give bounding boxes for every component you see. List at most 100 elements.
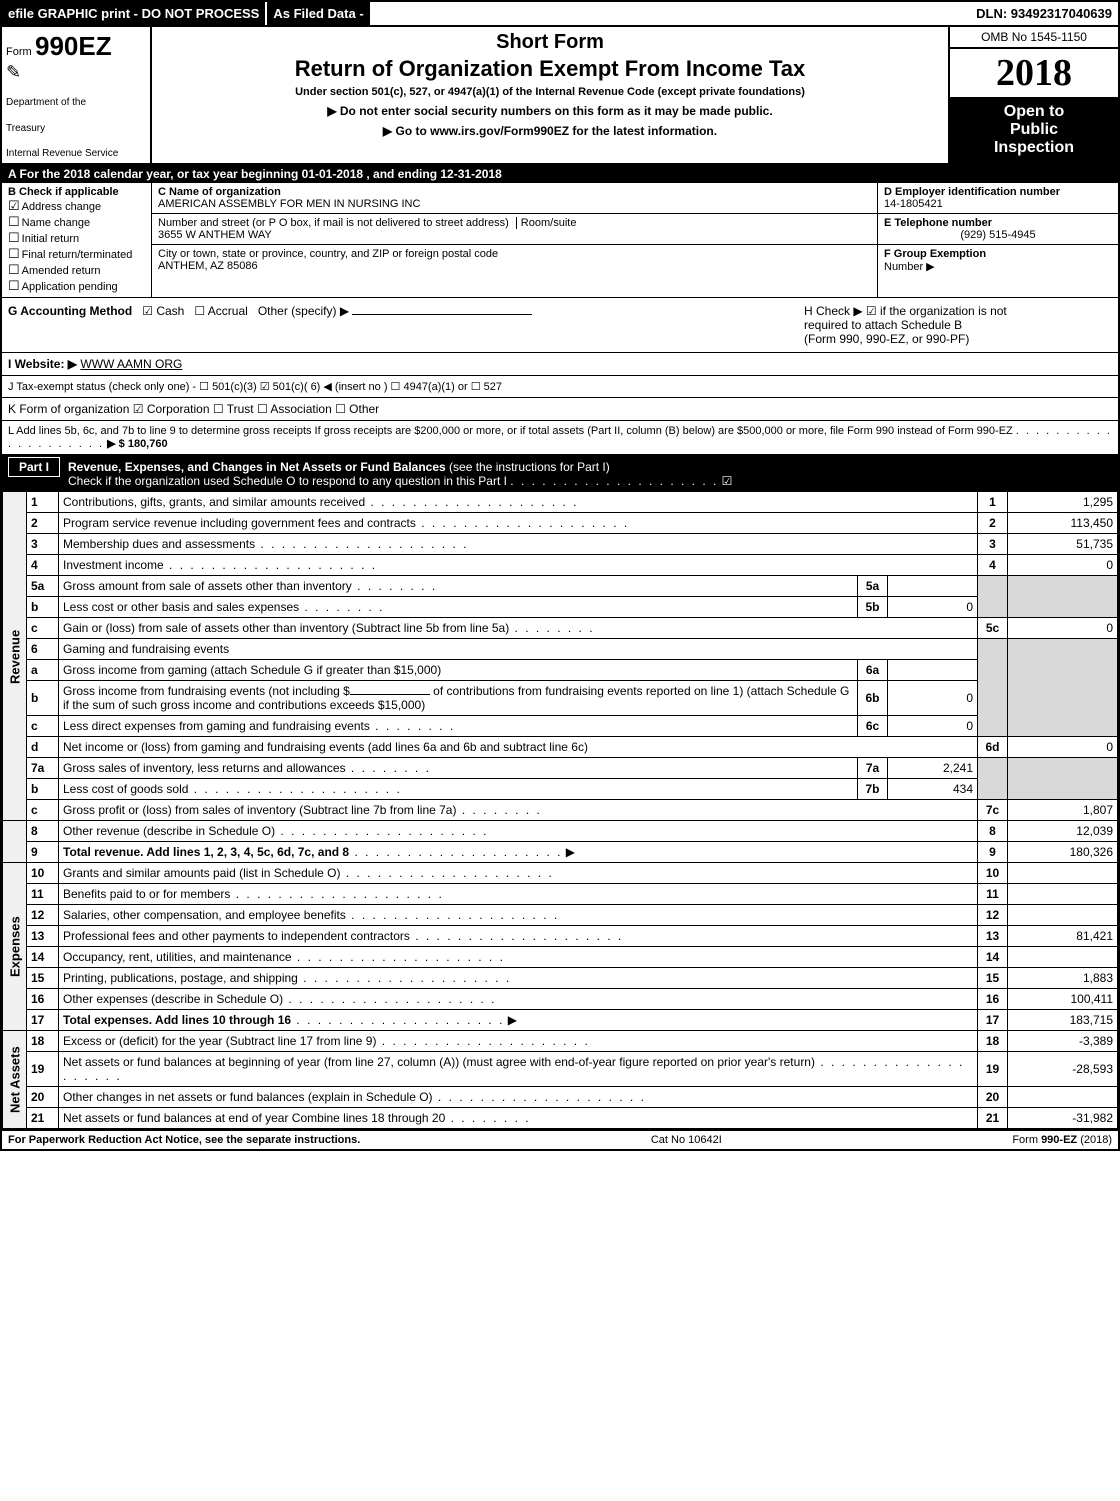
website-url[interactable]: WWW AAMN ORG	[80, 357, 182, 371]
line-num: 5a	[27, 576, 59, 597]
g-cash: ☑ Cash	[142, 304, 184, 318]
box-num: 21	[978, 1108, 1008, 1129]
checkbox-icon[interactable]: ☐	[8, 278, 20, 293]
box-val: 1,807	[1008, 800, 1118, 821]
g-accrual: ☐ Accrual	[194, 304, 247, 318]
form-center: Short Form Return of Organization Exempt…	[152, 27, 948, 163]
b-final: Final return/terminated	[22, 249, 133, 261]
header-row: Form 990EZ ✎ Department of the Treasury …	[2, 27, 1118, 165]
shaded-cell	[978, 576, 1008, 618]
box-val	[1008, 947, 1118, 968]
c-addr-label: Number and street (or P O box, if mail i…	[158, 217, 509, 229]
line-desc: Grants and similar amounts paid (list in…	[63, 866, 340, 880]
open-line3: Inspection	[950, 139, 1118, 157]
box-num: 6d	[978, 737, 1008, 758]
line-num: 20	[27, 1087, 59, 1108]
col-b: B Check if applicable ☑Address change ☐N…	[2, 183, 152, 297]
shaded-cell	[978, 758, 1008, 800]
checkbox-icon[interactable]: ☐	[8, 262, 20, 277]
line-num: 3	[27, 534, 59, 555]
line-num: 12	[27, 905, 59, 926]
line-desc: Gain or (loss) from sale of assets other…	[63, 621, 509, 635]
line-desc: Printing, publications, postage, and shi…	[63, 971, 298, 985]
footer-right: Form 990-EZ (2018)	[1012, 1134, 1112, 1146]
shaded-cell	[978, 639, 1008, 737]
mini-num: 6a	[858, 660, 888, 681]
side-expenses: Expenses	[3, 863, 27, 1031]
mini-val	[888, 660, 978, 681]
dln-label: DLN: 93492317040639	[970, 2, 1118, 25]
box-val	[1008, 884, 1118, 905]
h-line2: required to attach Schedule B	[804, 318, 1112, 332]
checkbox-icon[interactable]: ☐	[8, 246, 20, 261]
mini-num: 6c	[858, 716, 888, 737]
top-bar: efile GRAPHIC print - DO NOT PROCESS As …	[2, 2, 1118, 27]
org-street: 3655 W ANTHEM WAY	[158, 229, 871, 241]
line-num: 16	[27, 989, 59, 1010]
line-desc: Gross amount from sale of assets other t…	[63, 579, 352, 593]
mini-val	[888, 576, 978, 597]
row-j: J Tax-exempt status (check only one) - ☐…	[2, 375, 1118, 397]
line-num: 2	[27, 513, 59, 534]
org-name: AMERICAN ASSEMBLY FOR MEN IN NURSING INC	[158, 198, 871, 210]
line-num: 10	[27, 863, 59, 884]
tax-year: 2018	[950, 49, 1118, 99]
checkbox-icon[interactable]: ☐	[8, 230, 20, 245]
g-cell: G Accounting Method ☑ Cash ☐ Accrual Oth…	[2, 298, 798, 352]
mini-val: 0	[888, 716, 978, 737]
h-line3: (Form 990, 990-EZ, or 990-PF)	[804, 332, 1112, 346]
info-block: B Check if applicable ☑Address change ☐N…	[2, 183, 1118, 297]
dept-line3: Internal Revenue Service	[6, 148, 146, 159]
box-val: -3,389	[1008, 1031, 1118, 1052]
box-val: 113,450	[1008, 513, 1118, 534]
checkbox-icon[interactable]: ☐	[8, 214, 20, 229]
line-num: b	[27, 681, 59, 716]
box-num: 14	[978, 947, 1008, 968]
box-num: 4	[978, 555, 1008, 576]
part1-label: Part I	[8, 457, 60, 477]
line-desc: Other revenue (describe in Schedule O)	[63, 824, 275, 838]
c-city-label: City or town, state or province, country…	[158, 248, 871, 260]
line-desc: Membership dues and assessments	[63, 537, 255, 551]
footer: For Paperwork Reduction Act Notice, see …	[2, 1129, 1118, 1149]
box-val	[1008, 1087, 1118, 1108]
part1-checkmark: ☑	[722, 474, 733, 488]
part1-title: Revenue, Expenses, and Changes in Net As…	[68, 460, 446, 474]
line-desc: Contributions, gifts, grants, and simila…	[63, 495, 365, 509]
box-num: 12	[978, 905, 1008, 926]
box-num: 11	[978, 884, 1008, 905]
mini-val: 434	[888, 779, 978, 800]
line-num: 19	[27, 1052, 59, 1087]
b-initial: Initial return	[22, 233, 79, 245]
line-desc: Other expenses (describe in Schedule O)	[63, 992, 283, 1006]
part1-check: Check if the organization used Schedule …	[68, 474, 507, 488]
form-number: 990EZ	[35, 31, 112, 61]
box-val: 1,883	[1008, 968, 1118, 989]
checkbox-icon[interactable]: ☑	[8, 198, 20, 213]
row-gh: G Accounting Method ☑ Cash ☐ Accrual Oth…	[2, 297, 1118, 352]
line-num: a	[27, 660, 59, 681]
box-num: 2	[978, 513, 1008, 534]
b-amended: Amended return	[22, 265, 101, 277]
e-label: E Telephone number	[884, 217, 1112, 229]
line-desc: Gaming and fundraising events	[59, 639, 978, 660]
dept-line2: Treasury	[6, 123, 146, 134]
box-val: 12,039	[1008, 821, 1118, 842]
box-num: 9	[978, 842, 1008, 863]
line-num: 13	[27, 926, 59, 947]
line-num: 6	[27, 639, 59, 660]
f-label: F Group Exemption	[884, 248, 986, 260]
line-num: 8	[27, 821, 59, 842]
line-desc: Occupancy, rent, utilities, and maintena…	[63, 950, 292, 964]
ein-value: 14-1805421	[884, 198, 1112, 210]
row-k: K Form of organization ☑ Corporation ☐ T…	[2, 397, 1118, 420]
box-num: 13	[978, 926, 1008, 947]
line-desc: Net income or (loss) from gaming and fun…	[63, 740, 588, 754]
box-val: -28,593	[1008, 1052, 1118, 1087]
subtitle: Under section 501(c), 527, or 4947(a)(1)…	[160, 86, 940, 98]
footer-left: For Paperwork Reduction Act Notice, see …	[8, 1134, 360, 1146]
b-application: Application pending	[22, 281, 118, 293]
h-cell: H Check ▶ ☑ if the organization is not r…	[798, 298, 1118, 352]
box-num: 18	[978, 1031, 1008, 1052]
line-desc: Net assets or fund balances at beginning…	[63, 1055, 815, 1069]
